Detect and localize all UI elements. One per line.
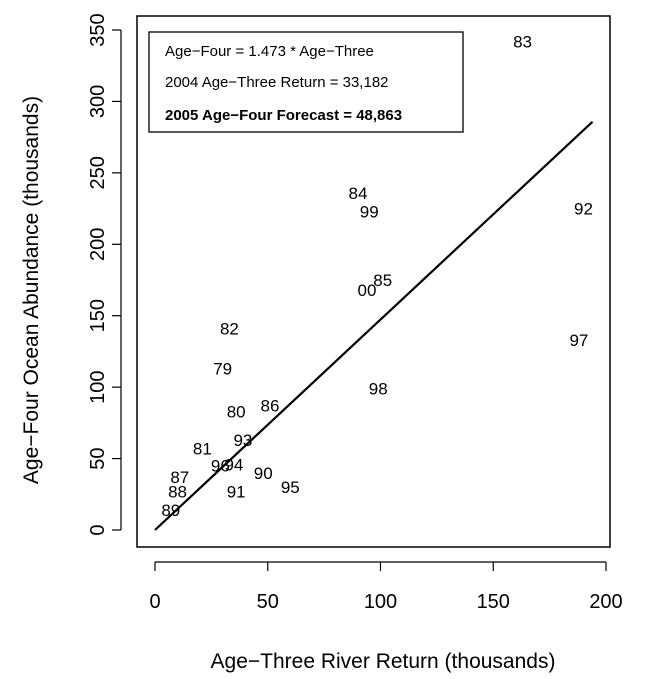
point-label: 96 — [211, 457, 230, 476]
point-label: 93 — [233, 431, 252, 450]
point-label: 80 — [227, 402, 246, 421]
point-label: 98 — [369, 380, 388, 399]
point-label: 94 — [224, 455, 243, 474]
x-tick-label: 150 — [477, 591, 510, 613]
point-label: 81 — [193, 440, 212, 459]
legend-line: Age−Four = 1.473 * Age−Three — [165, 43, 374, 60]
point-label: 91 — [227, 482, 246, 501]
regression-line — [154, 120, 594, 531]
y-tick-label: 300 — [87, 85, 109, 118]
x-axis-title: Age−Three River Return (thousands) — [211, 650, 556, 673]
x-tick-label: 50 — [257, 591, 279, 613]
x-tick-label: 100 — [364, 591, 397, 613]
point-label: 99 — [360, 202, 379, 221]
point-label: 89 — [161, 501, 180, 520]
point-label: 00 — [358, 281, 377, 300]
axes: 0 50 100 150 200 0 50 100 150 200 250 300 350 — [87, 13, 623, 613]
y-tick-label: 250 — [87, 156, 109, 189]
y-tick-label: 0 — [87, 524, 109, 535]
y-tick-label: 150 — [87, 299, 109, 332]
point-label: 87 — [170, 468, 189, 487]
point-label: 97 — [569, 331, 588, 350]
point-label: 88 — [168, 482, 187, 501]
y-tick-label: 200 — [87, 228, 109, 261]
point-label: 82 — [220, 320, 239, 339]
point-label: 84 — [348, 184, 367, 203]
legend-box — [148, 31, 464, 133]
point-label: 83 — [513, 32, 532, 51]
y-tick-label: 350 — [87, 13, 109, 46]
regression-line-group — [154, 120, 594, 531]
point-label: 79 — [213, 360, 232, 379]
point-label: 92 — [574, 200, 593, 219]
plot-frame — [136, 15, 611, 548]
point-label: 85 — [373, 271, 392, 290]
point-label: 90 — [254, 464, 273, 483]
y-tick-label: 100 — [87, 370, 109, 403]
y-axis-title: Age−Four Ocean Abundance (thousands) — [20, 96, 43, 484]
y-tick-label: 50 — [87, 447, 109, 469]
x-tick-label: 200 — [589, 591, 622, 613]
legend: Age−Four = 1.473 * Age−Three 2004 Age−Thr… — [148, 31, 464, 133]
point-label: 95 — [281, 478, 300, 497]
point-label: 86 — [261, 397, 280, 416]
legend-line: 2005 Age−Four Forecast = 48,863 — [165, 107, 402, 124]
x-tick-label: 0 — [149, 591, 160, 613]
legend-line: 2004 Age−Three Return = 33,182 — [165, 74, 389, 91]
